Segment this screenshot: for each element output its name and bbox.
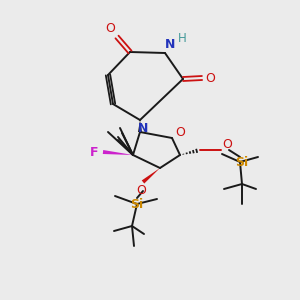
Text: N: N xyxy=(165,38,175,52)
Text: H: H xyxy=(178,32,186,46)
Text: Si: Si xyxy=(236,155,249,169)
Text: Si: Si xyxy=(130,197,144,211)
Text: O: O xyxy=(222,139,232,152)
Text: O: O xyxy=(105,22,115,35)
Text: F: F xyxy=(90,146,98,158)
Polygon shape xyxy=(142,168,160,184)
Polygon shape xyxy=(138,120,142,132)
Text: O: O xyxy=(205,71,215,85)
Text: O: O xyxy=(175,125,185,139)
Text: O: O xyxy=(136,184,146,197)
Text: N: N xyxy=(138,122,148,134)
Polygon shape xyxy=(103,150,133,155)
